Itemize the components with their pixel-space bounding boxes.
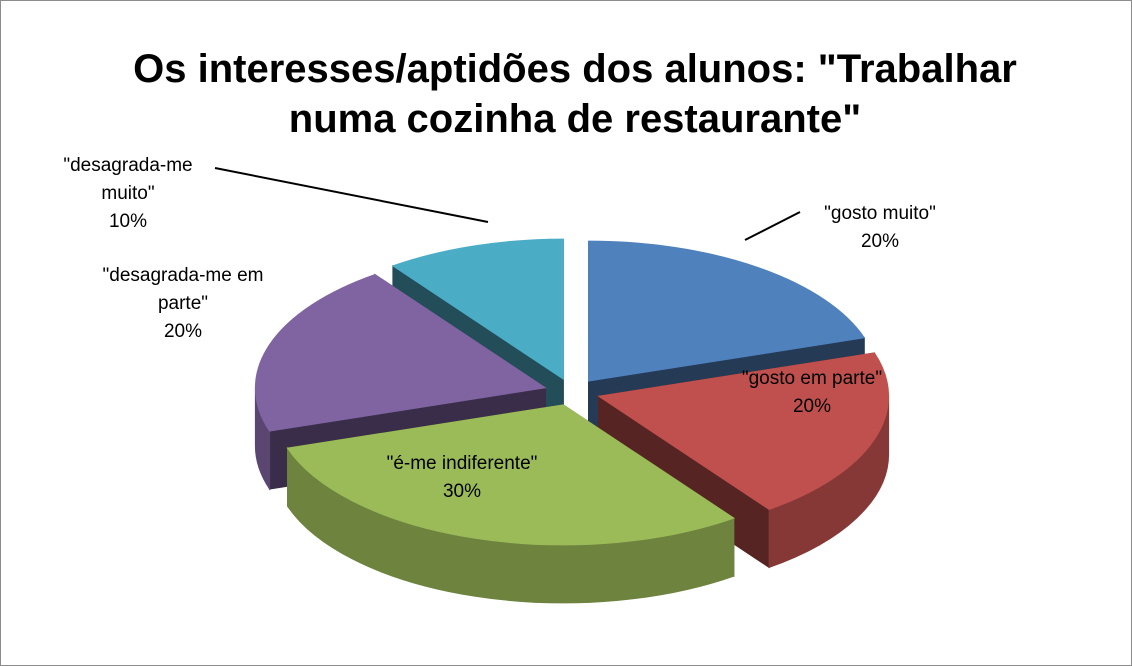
- slice-name: "é-me indiferente": [386, 453, 538, 474]
- slice-value: 20%: [860, 231, 900, 252]
- leader-line: [214, 167, 489, 223]
- leader-line: [744, 211, 801, 241]
- slice-label: "desagrada-me em parte" 20%: [98, 262, 268, 346]
- slice-top: [588, 240, 866, 382]
- slice-top: [254, 274, 547, 432]
- slice-value: 10%: [108, 211, 148, 232]
- slice-value: 20%: [792, 396, 832, 417]
- slice-name: "gosto em parte": [741, 368, 883, 389]
- slice-name: "desagrada-me muito": [63, 155, 193, 204]
- slice-label: "desagrada-me muito" 10%: [43, 152, 213, 236]
- slice-name: "desagrada-me em parte": [102, 265, 264, 314]
- slice-value: 20%: [163, 321, 203, 342]
- slice-value: 30%: [442, 481, 482, 502]
- slice: [597, 352, 890, 569]
- slice-label: "é-me indiferente" 30%: [342, 450, 582, 506]
- slice-top: [391, 238, 564, 381]
- slice-name: "gosto muito": [824, 203, 936, 224]
- chart-title: Os interesses/aptidões dos alunos: "Trab…: [133, 47, 1017, 141]
- slice: [286, 403, 735, 604]
- slice-label: "gosto em parte" 20%: [712, 365, 912, 421]
- slice-label: "gosto muito" 20%: [795, 200, 965, 256]
- slice-top: [286, 404, 735, 546]
- slice-top: [597, 352, 890, 510]
